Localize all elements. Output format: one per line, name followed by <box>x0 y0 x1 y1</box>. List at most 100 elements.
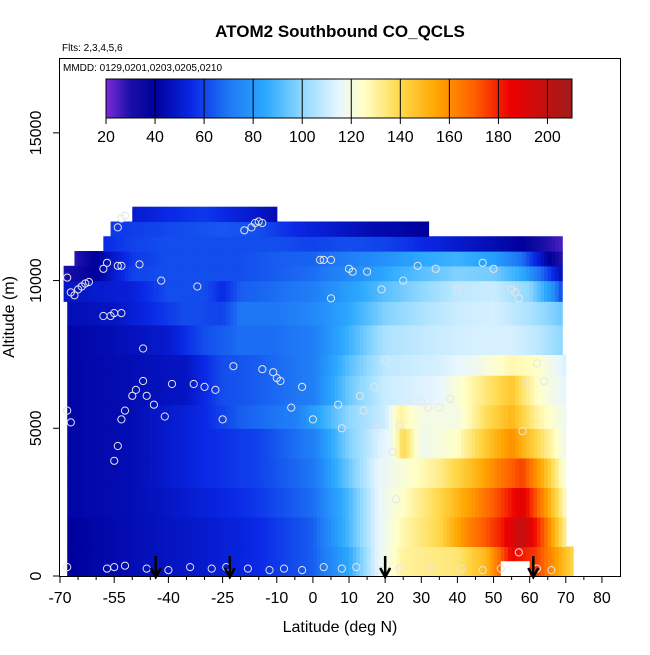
curtain-cell <box>262 206 267 223</box>
sample-point <box>326 294 336 303</box>
curtain-cell <box>244 206 249 223</box>
curtain-cell <box>410 251 415 267</box>
y-tick-label: 0 <box>28 571 45 580</box>
curtain-cell <box>381 280 386 302</box>
curtain-cell <box>114 546 119 577</box>
curtain-cell <box>74 428 79 459</box>
curtain-cell <box>92 487 97 518</box>
curtain-cell <box>551 301 556 326</box>
sample-point <box>391 495 401 504</box>
curtain-cell <box>511 280 516 302</box>
curtain-cell <box>367 457 372 488</box>
curtain-row <box>74 251 563 267</box>
curtain-cell <box>493 354 498 376</box>
curtain-row <box>67 457 567 488</box>
sample-point <box>337 564 346 573</box>
curtain-cell <box>515 301 520 326</box>
curtain-cell <box>265 354 271 376</box>
curtain-cell <box>374 221 379 237</box>
curtain-cell <box>475 404 480 429</box>
curtain-cell <box>522 280 527 302</box>
sample-point <box>63 406 72 415</box>
colorbar-tick-label: 180 <box>485 129 512 146</box>
curtain-cell <box>135 236 141 252</box>
curtain-cell <box>526 324 531 356</box>
curtain-cell <box>359 404 365 429</box>
curtain-cell <box>302 221 307 237</box>
curtain-cell <box>74 546 79 577</box>
curtain-cell <box>327 487 332 518</box>
x-tick-label: 80 <box>593 590 611 607</box>
curtain-cell <box>211 265 216 282</box>
curtain-cell <box>262 457 267 488</box>
curtain-cell <box>92 546 97 577</box>
curtain-cell <box>511 354 516 376</box>
curtain-cell <box>475 251 480 267</box>
curtain-cell <box>298 221 303 237</box>
curtain-cell <box>428 516 433 548</box>
curtain-cell <box>143 516 148 548</box>
curtain-cell <box>330 404 336 429</box>
curtain-cell <box>399 324 404 356</box>
curtain-cell <box>287 251 292 267</box>
curtain-cell <box>269 251 274 267</box>
sample-point <box>319 563 328 572</box>
curtain-cell <box>457 516 462 548</box>
curtain-cell <box>273 206 278 223</box>
curtain-cell <box>226 375 231 406</box>
curtain-cell <box>349 546 354 577</box>
curtain-cell <box>226 265 231 282</box>
curtain-cell <box>211 516 216 548</box>
curtain-cell <box>186 324 191 356</box>
sample-point <box>63 273 72 282</box>
curtain-cell <box>262 324 267 356</box>
curtain-cell <box>197 236 202 252</box>
curtain-cell <box>291 404 296 429</box>
curtain-cell <box>106 324 112 356</box>
curtain-cell <box>182 301 188 326</box>
curtain-cell <box>388 280 393 302</box>
curtain-cell <box>352 457 357 488</box>
curtain-row <box>67 516 567 548</box>
curtain-cell <box>334 265 339 282</box>
curtain-cell <box>374 324 379 356</box>
curtain-cell <box>287 487 292 518</box>
curtain-cell <box>135 324 141 356</box>
curtain-cell <box>146 546 151 577</box>
curtain-cell <box>508 324 513 356</box>
sample-point <box>70 291 79 300</box>
curtain-cell <box>161 221 166 237</box>
curtain-cell <box>276 428 281 459</box>
x-tick-label: -25 <box>211 590 234 607</box>
curtain-cell <box>489 375 495 406</box>
curtain-cell <box>78 251 83 267</box>
curtain-cell <box>146 354 151 376</box>
curtain-cell <box>403 516 408 548</box>
curtain-cell <box>558 301 563 326</box>
curtain-cell <box>461 324 466 356</box>
curtain-cell <box>182 265 188 282</box>
curtain-cell <box>562 428 567 459</box>
curtain-cell <box>461 457 466 488</box>
curtain-cell <box>403 487 408 518</box>
curtain-cell <box>96 251 101 267</box>
curtain-cell <box>193 206 198 223</box>
curtain-cell <box>153 404 159 429</box>
curtain-cell <box>320 251 325 267</box>
curtain-cell <box>442 487 448 518</box>
curtain-cell <box>103 428 108 459</box>
curtain-cell <box>453 516 459 548</box>
sample-point <box>218 415 227 424</box>
curtain-cell <box>247 251 253 267</box>
sample-point <box>110 456 119 465</box>
curtain-cell <box>309 487 314 518</box>
curtain-cell <box>475 487 480 518</box>
curtain-cell <box>74 301 79 326</box>
curtain-cell <box>153 375 159 406</box>
curtain-cell <box>96 354 101 376</box>
curtain-cell <box>287 404 292 429</box>
curtain-cell <box>486 375 491 406</box>
curtain-cell <box>432 354 437 376</box>
curtain-cell <box>128 404 133 429</box>
curtain-cell <box>262 487 267 518</box>
